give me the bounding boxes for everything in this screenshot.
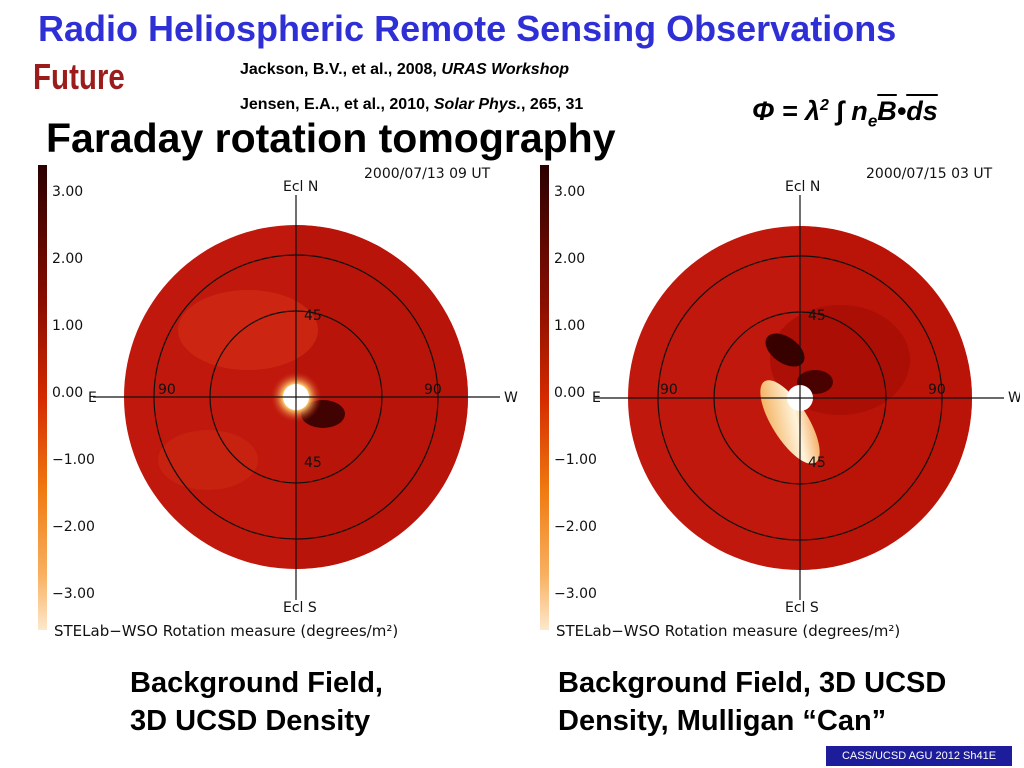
colorbar [540,165,549,630]
reference-jensen: Jensen, E.A., et al., 2010, Solar Phys.,… [240,96,583,114]
colorbar [38,165,47,630]
reference-venue: URAS Workshop [441,61,570,78]
reference-jackson: Jackson, B.V., et al., 2008, URAS Worksh… [240,61,569,79]
ring-label: 90 [158,382,176,398]
ring-label: 45 [304,455,322,471]
colorbar-tick: 3.00 [554,184,585,200]
east-label: E [88,390,97,406]
formula-lhs: Φ = λ [752,96,820,126]
colorbar-tick: 0.00 [52,385,83,401]
colorbar-tick: 1.00 [554,318,585,334]
reference-text: Jackson, B.V., et al., 2008, [240,61,442,78]
subtitle: Faraday rotation tomography [46,115,616,161]
ring-label: 90 [660,382,678,398]
rotation-measure-map-left: 3.00 2.00 1.00 0.00 −1.00 −2.00 −3.00 20… [38,160,518,645]
caption-right: Background Field, 3D UCSD Density, Mulli… [558,664,946,740]
east-label: E [592,390,601,406]
formula-dot: • [896,96,907,126]
colorbar-tick: −1.00 [554,452,597,468]
section-label: Future [33,56,125,97]
west-label: W [504,390,518,406]
ring-label: 45 [304,308,322,324]
reference-text: Jensen, E.A., et al., 2010, [240,96,434,113]
colorbar-tick: −2.00 [554,519,597,535]
colorbar-tick: 2.00 [52,251,83,267]
map-svg: 3.00 2.00 1.00 0.00 −1.00 −2.00 −3.00 20… [38,165,518,640]
formula-integral: ∫ n [828,96,868,126]
disk-highlight [158,430,258,490]
north-label: Ecl N [785,179,820,195]
footer-badge: CASS/UCSD AGU 2012 Sh41E [826,746,1012,766]
ring-label: 90 [928,382,946,398]
caption-line: Background Field, [130,667,383,699]
dark-feature [765,333,805,367]
colorbar-tick: 3.00 [52,184,83,200]
faraday-formula: Φ = λ2 ∫ neB•ds [752,96,938,131]
caption-line: 3D UCSD Density [130,705,371,737]
formula-ds-vector: ds [906,96,938,126]
slide-title: Radio Heliospheric Remote Sensing Observ… [38,8,897,49]
north-label: Ecl N [283,179,318,195]
caption-left: Background Field, 3D UCSD Density [130,664,383,740]
colorbar-tick: −2.00 [52,519,95,535]
ring-label: 45 [808,455,826,471]
colorbar-tick: 0.00 [554,385,585,401]
ring-label: 45 [808,308,826,324]
rotation-measure-map-right: 3.00 2.00 1.00 0.00 −1.00 −2.00 −3.00 20… [540,160,1020,645]
colorbar-title: STELab−WSO Rotation measure (degrees/m²) [556,622,900,640]
south-label: Ecl S [785,600,819,616]
formula-b-vector: B [877,96,897,126]
disk-highlight [178,290,318,370]
colorbar-title: STELab−WSO Rotation measure (degrees/m²) [54,622,398,640]
caption-line: Background Field, 3D UCSD [558,667,947,699]
caption-line: Density, Mulligan “Can” [558,705,887,737]
bright-streak [760,380,820,464]
colorbar-tick: −3.00 [554,586,597,602]
colorbar-tick: 1.00 [52,318,83,334]
ring-label: 90 [424,382,442,398]
colorbar-tick: −1.00 [52,452,95,468]
formula-subscript: e [867,111,878,131]
timestamp: 2000/07/13 09 UT [364,166,491,182]
timestamp: 2000/07/15 03 UT [866,166,993,182]
reference-tail: , 265, 31 [521,96,584,113]
colorbar-tick: −3.00 [52,586,95,602]
formula-power: 2 [820,97,829,114]
south-label: Ecl S [283,600,317,616]
west-label: W [1008,390,1020,406]
map-svg: 3.00 2.00 1.00 0.00 −1.00 −2.00 −3.00 20… [540,165,1020,640]
reference-venue: Solar Phys. [433,96,522,113]
colorbar-tick: 2.00 [554,251,585,267]
